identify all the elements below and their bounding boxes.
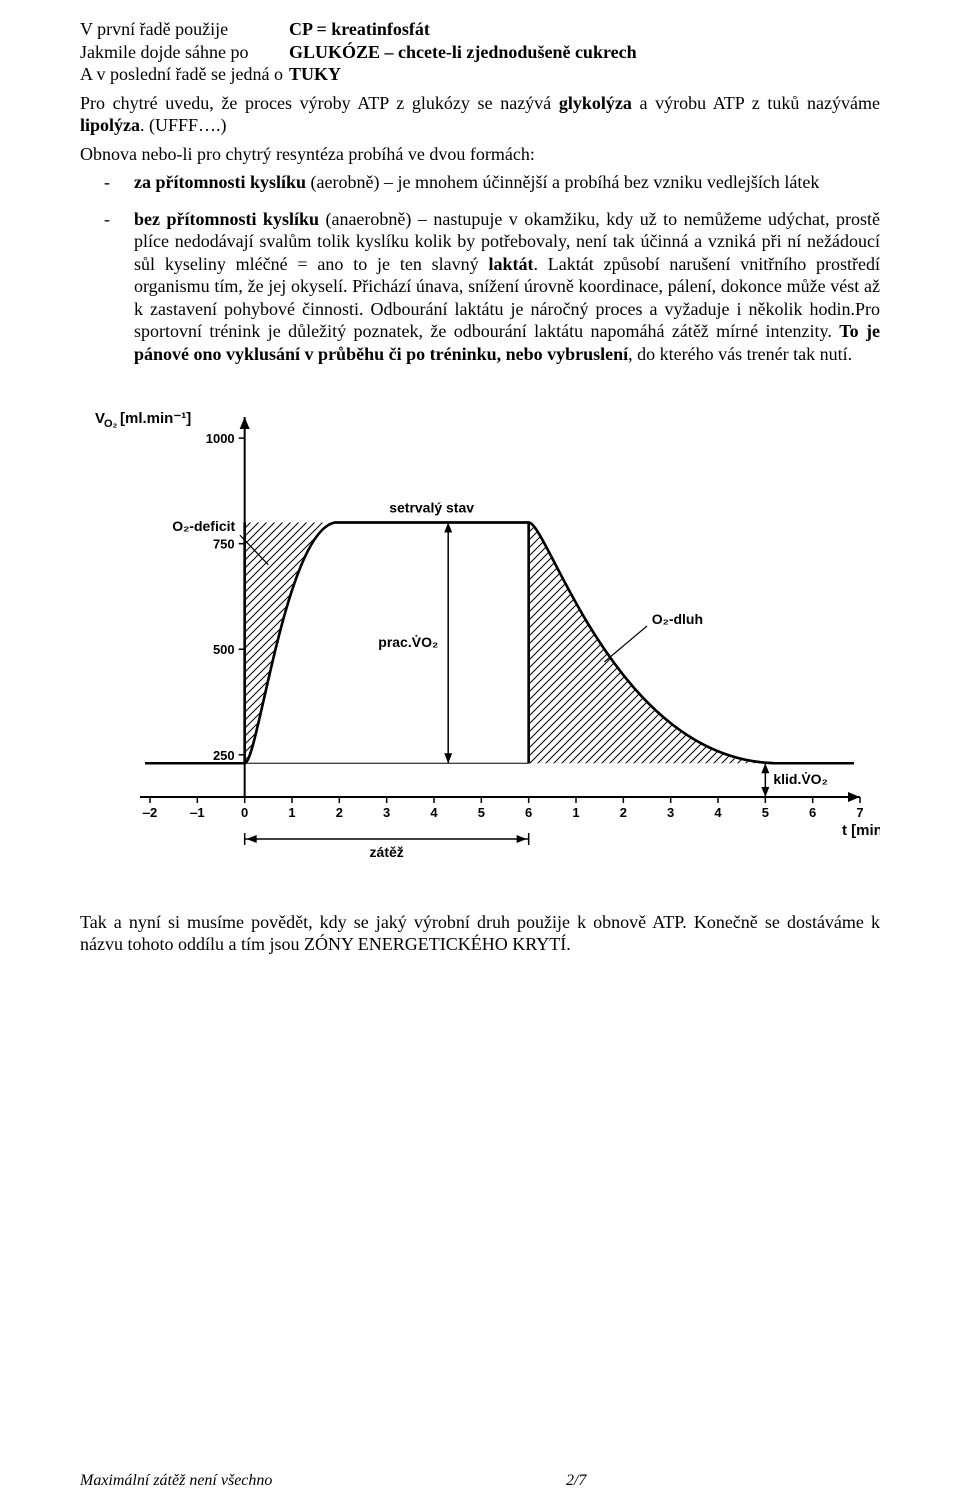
term-lipolyza: lipolýza — [80, 115, 140, 135]
svg-text:prac.V̇O₂: prac.V̇O₂ — [378, 634, 438, 650]
svg-text:250: 250 — [213, 748, 235, 763]
svg-text:[ml.min⁻¹]: [ml.min⁻¹] — [120, 410, 191, 427]
svg-text:t [min]: t [min] — [842, 822, 880, 839]
svg-text:setrvalý stav: setrvalý stav — [389, 500, 474, 516]
svg-text:3: 3 — [667, 805, 674, 820]
chart-svg: 2505007501000VO₂[ml.min⁻¹]‒2‒10123456123… — [80, 397, 880, 877]
svg-text:1: 1 — [572, 805, 579, 820]
svg-text:klid.V̇O₂: klid.V̇O₂ — [773, 771, 827, 787]
svg-text:5: 5 — [762, 805, 769, 820]
svg-text:‒1: ‒1 — [189, 805, 204, 820]
svg-text:O₂-dluh: O₂-dluh — [652, 611, 703, 627]
svg-text:O₂-deficit: O₂-deficit — [172, 518, 235, 534]
svg-text:4: 4 — [714, 805, 722, 820]
paragraph-zony: Tak a nyní si musíme povědět, kdy se jak… — [80, 911, 880, 956]
svg-text:0: 0 — [241, 805, 248, 820]
row-value: GLUKÓZE – chcete-li zjednodušeně cukrech — [289, 41, 643, 64]
svg-text:6: 6 — [809, 805, 816, 820]
text: , do kterého vás trenér tak nutí. — [628, 344, 852, 364]
svg-text:1000: 1000 — [206, 431, 235, 446]
row-key: V první řadě použije — [80, 18, 289, 41]
text: Pro chytré uvedu, že proces výroby ATP z… — [80, 93, 559, 113]
term-anaerobni: bez přítomnosti kyslíku — [134, 209, 319, 229]
text: (aerobně) – je mnohem účinnější a probíh… — [306, 172, 819, 192]
resynthesis-list: za přítomnosti kyslíku (aerobně) – je mn… — [80, 171, 880, 365]
svg-text:5: 5 — [478, 805, 485, 820]
table-row: Jakmile dojde sáhne po GLUKÓZE – chcete-… — [80, 41, 643, 64]
paragraph-glykolyza: Pro chytré uvedu, že proces výroby ATP z… — [80, 92, 880, 137]
o2-deficit-chart: 2505007501000VO₂[ml.min⁻¹]‒2‒10123456123… — [80, 397, 880, 883]
svg-text:2: 2 — [336, 805, 343, 820]
svg-text:O₂: O₂ — [104, 418, 118, 430]
text: a výrobu ATP z tuků nazýváme — [632, 93, 880, 113]
table-row: V první řadě použije CP = kreatinfosfát — [80, 18, 643, 41]
svg-text:500: 500 — [213, 642, 235, 657]
row-key: Jakmile dojde sáhne po — [80, 41, 289, 64]
row-key: A v poslední řadě se jedná o — [80, 63, 289, 86]
svg-text:3: 3 — [383, 805, 390, 820]
row-value: CP = kreatinfosfát — [289, 18, 643, 41]
footer-title: Maximální zátěž není všechno — [80, 1471, 272, 1491]
list-item: za přítomnosti kyslíku (aerobně) – je mn… — [80, 171, 880, 194]
list-item: bez přítomnosti kyslíku (anaerobně) – na… — [80, 208, 880, 366]
term-laktat: laktát — [488, 254, 533, 274]
table-row: A v poslední řadě se jedná o TUKY — [80, 63, 643, 86]
paragraph-obnova: Obnova nebo-li pro chytrý resyntéza prob… — [80, 143, 880, 166]
svg-text:1: 1 — [288, 805, 295, 820]
text: . (UFFF….) — [140, 115, 227, 135]
svg-text:2: 2 — [620, 805, 627, 820]
svg-text:4: 4 — [430, 805, 438, 820]
term-aerobni: za přítomnosti kyslíku — [134, 172, 306, 192]
svg-text:750: 750 — [213, 537, 235, 552]
energy-sources-table: V první řadě použije CP = kreatinfosfát … — [80, 18, 643, 86]
svg-text:7: 7 — [856, 805, 863, 820]
row-value: TUKY — [289, 63, 643, 86]
svg-text:zátěž: zátěž — [370, 844, 404, 860]
page-footer: Maximální zátěž není všechno 2/7 — [80, 1471, 880, 1491]
term-glykolyza: glykolýza — [559, 93, 632, 113]
svg-text:6: 6 — [525, 805, 532, 820]
svg-text:‒2: ‒2 — [142, 805, 157, 820]
